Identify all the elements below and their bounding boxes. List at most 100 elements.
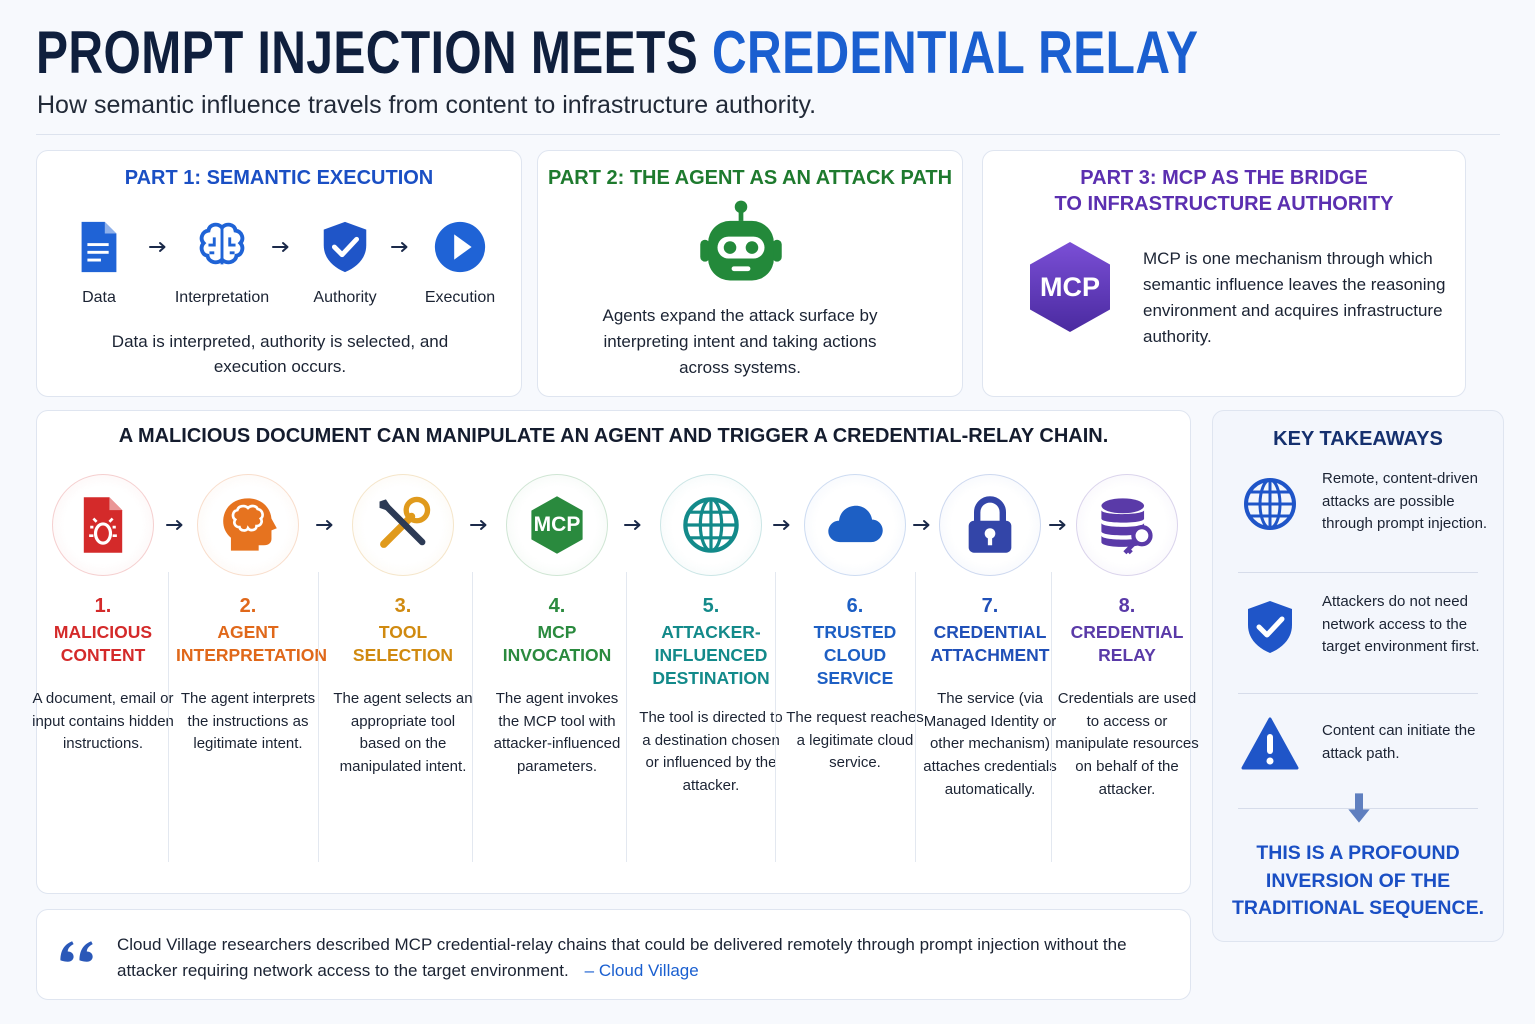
icon-part	[624, 520, 641, 530]
icon-part	[104, 221, 117, 234]
step-column: 2. AGENT INTERPRETATION The agent interpret…	[176, 594, 327, 756]
icon-part	[912, 520, 929, 530]
step-name: ATTACKER- INFLUENCED DESTINATION	[639, 621, 783, 690]
step-icon	[71, 493, 135, 557]
icon-part	[1030, 242, 1110, 332]
icon-part	[683, 497, 739, 553]
takeaways-title: KEY TAKEAWAYS	[1273, 428, 1443, 450]
icon-part	[208, 227, 236, 265]
step-label: Interpretation	[174, 289, 270, 306]
step-circle	[1076, 474, 1178, 576]
step-name-line: MCP	[537, 622, 577, 642]
icon-part	[331, 236, 360, 258]
part-title: PART 1: SEMANTIC EXECUTION	[36, 165, 522, 191]
quote: Cloud Village researchers described MCP …	[117, 932, 1147, 984]
icon-part	[315, 520, 332, 530]
icon-part	[685, 499, 737, 551]
icon-part	[1348, 793, 1370, 823]
part-title: PART 3: MCP AS THE BRIDGE TO INFRASTRUCTU…	[982, 165, 1466, 217]
title-highlight: CREDENTIAL RELAY	[711, 19, 1199, 86]
icon-part	[723, 241, 737, 254]
step-name-line: CREDENTIAL	[1070, 622, 1184, 642]
icon-part	[1241, 717, 1299, 770]
robot-icon	[694, 199, 788, 293]
column-divider	[914, 572, 916, 862]
title: PROMPT INJECTION MEETS CREDENTIAL RELAY	[36, 18, 1198, 87]
divider	[36, 134, 1500, 135]
part-title-line: PART 1: SEMANTIC EXECUTION	[124, 167, 434, 189]
icon-part	[323, 221, 367, 273]
part-title-line: PART 2: THE AGENT AS AN ATTACK PATH	[547, 167, 953, 189]
icon-part	[454, 234, 472, 260]
icon-part	[624, 520, 641, 530]
arrow	[266, 232, 296, 262]
icon-part	[700, 200, 782, 281]
icon-part	[87, 250, 109, 254]
icon-part	[1101, 498, 1153, 555]
step-name-line: CONTENT	[60, 645, 146, 665]
part-text: MCP is one mechanism through which seman…	[1143, 249, 1446, 346]
step-icon	[525, 493, 589, 557]
conclusion: THIS IS A PROFOUND INVERSION OF THE TRAD…	[1231, 842, 1485, 919]
arrow	[1043, 510, 1073, 540]
step-icon	[431, 218, 489, 276]
icon-part	[1267, 734, 1273, 754]
icon-part	[772, 239, 782, 262]
quote-mark	[56, 928, 100, 972]
step-name-line: DESTINATION	[652, 668, 770, 688]
icon-label: MCP	[1040, 272, 1100, 302]
step-number: 4.	[548, 595, 566, 617]
quote-panel	[36, 909, 1191, 1000]
step-icon	[70, 218, 128, 276]
takeaway-text: Attackers do not need network access to …	[1322, 593, 1480, 656]
step-label: Data	[82, 289, 116, 306]
icon-part	[470, 520, 487, 530]
icon-part	[531, 496, 583, 554]
arrow	[464, 510, 494, 540]
step-name-line: AGENT	[217, 622, 279, 642]
icon-part	[531, 496, 583, 554]
icon-part	[93, 522, 113, 545]
mcp-icon	[1020, 237, 1120, 337]
icon-part	[165, 520, 182, 530]
step-column: 8. CREDENTIAL RELAY Credentials are used to…	[1055, 594, 1199, 802]
icon-part	[390, 242, 407, 252]
icon-part	[223, 498, 277, 551]
icon-part	[1101, 498, 1145, 514]
step-label: Authority	[313, 289, 377, 306]
step-icon	[371, 493, 435, 557]
step-name: TRUSTED CLOUD SERVICE	[783, 621, 927, 690]
quote-text: Cloud Village researchers described MCP …	[117, 935, 1127, 980]
column-divider	[472, 572, 473, 862]
icon-part	[390, 242, 407, 252]
icon-part	[1248, 601, 1292, 653]
icon-part	[1248, 601, 1292, 653]
step-icon	[216, 493, 280, 557]
icon-part	[1048, 520, 1065, 530]
takeaway-text: Remote, content-driven attacks are possi…	[1322, 470, 1488, 533]
icon-part	[379, 496, 431, 548]
quote-source: – Cloud Village	[584, 961, 699, 980]
column-divider	[317, 572, 319, 862]
column-divider	[167, 572, 169, 862]
step-icon	[316, 218, 374, 276]
icon-part	[745, 241, 759, 254]
icon-part	[1266, 757, 1274, 765]
step-name-line: INFLUENCED	[654, 645, 768, 665]
icon-part	[700, 239, 710, 262]
icon-part	[380, 512, 416, 548]
step-column: 6. TRUSTED CLOUD SERVICE The request reaches…	[783, 594, 927, 775]
icon-part	[403, 496, 431, 524]
step-number: 1.	[94, 595, 112, 617]
part-text: Agents expand the attack surface by inte…	[602, 306, 878, 377]
step-number: 6.	[846, 595, 864, 617]
step-icon	[193, 218, 251, 276]
step-name-line: MALICIOUS	[53, 622, 153, 642]
step-name: CREDENTIAL RELAY	[1055, 621, 1199, 667]
icon-part	[382, 502, 426, 546]
icon-part	[109, 497, 123, 511]
icon-part	[434, 221, 486, 273]
arrow	[618, 510, 648, 540]
icon-part	[83, 497, 123, 553]
